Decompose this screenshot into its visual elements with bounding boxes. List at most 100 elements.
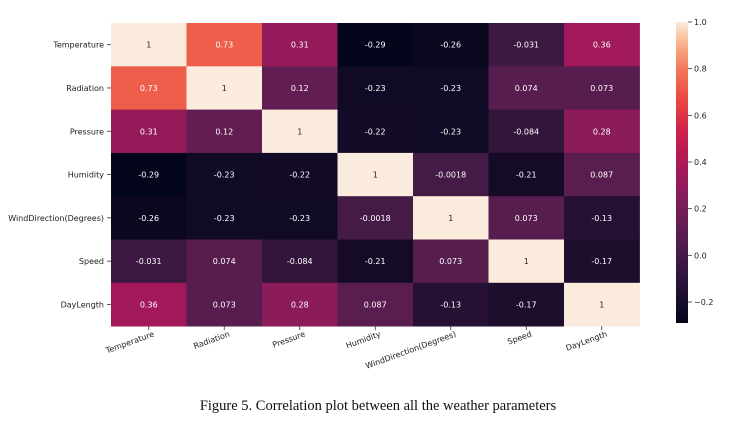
heatmap-cell bbox=[111, 196, 187, 240]
heatmap-cell bbox=[262, 152, 338, 197]
cell-annotation: 0.073 bbox=[590, 84, 613, 93]
heatmap-cell bbox=[413, 282, 489, 327]
cell-annotation: -0.031 bbox=[513, 41, 539, 50]
cell-annotation: 0.28 bbox=[291, 300, 309, 309]
heatmap-cell bbox=[262, 23, 338, 67]
heatmap-cell bbox=[262, 239, 338, 284]
cell-annotation: -0.21 bbox=[365, 257, 386, 266]
cell-annotation: -0.13 bbox=[440, 300, 461, 309]
cell-annotation: 1 bbox=[599, 300, 604, 309]
cell-annotation: 0.074 bbox=[213, 257, 236, 266]
heatmap-cell bbox=[111, 109, 187, 154]
cell-annotation: 0.087 bbox=[590, 171, 613, 180]
heatmap-cell bbox=[413, 109, 489, 154]
heatmap-cell bbox=[337, 23, 414, 67]
heatmap-cell bbox=[337, 196, 414, 240]
heatmap-cell bbox=[564, 23, 640, 67]
cell-annotation: 0.73 bbox=[215, 41, 233, 50]
heatmap-cell bbox=[186, 239, 263, 284]
heatmap-cell bbox=[413, 66, 489, 110]
heatmap-cell bbox=[488, 196, 565, 240]
heatmap-cell bbox=[111, 23, 187, 67]
x-tick-label: Speed bbox=[506, 330, 533, 347]
heatmap-cell bbox=[564, 239, 640, 284]
cell-annotation: -0.22 bbox=[289, 171, 310, 180]
y-tick-label: Pressure bbox=[70, 127, 104, 136]
heatmap-cell bbox=[564, 109, 640, 154]
heatmap-cell bbox=[564, 152, 640, 197]
heatmap-cell bbox=[488, 282, 565, 327]
y-tick-labels: Temperature Radiation Pressure Humidity Wind… bbox=[8, 41, 111, 309]
cell-annotation: 1 bbox=[146, 41, 151, 50]
cell-annotation: 1 bbox=[448, 214, 453, 223]
colorbar-tick-label: 0.4 bbox=[694, 158, 707, 167]
heatmap-cell bbox=[337, 152, 414, 197]
heatmap-cell bbox=[262, 66, 338, 110]
colorbar-tick-label: 0.6 bbox=[694, 111, 707, 120]
cell-annotation: 1 bbox=[297, 127, 302, 136]
cell-annotation: -0.22 bbox=[365, 127, 386, 136]
cell-annotation: -0.29 bbox=[365, 41, 386, 50]
cell-annotation: 0.31 bbox=[291, 41, 309, 50]
heatmap-cell bbox=[111, 239, 187, 284]
correlation-heatmap: 1 0.73 0.31 -0.29 -0.26 -0.031 0.36 0.73 1 0.12 -0… bbox=[8, 18, 713, 371]
heatmap-cell bbox=[337, 109, 414, 154]
heatmap-cell bbox=[186, 66, 263, 110]
cell-annotation: -0.17 bbox=[591, 257, 612, 266]
heatmap-cell bbox=[262, 282, 338, 327]
heatmap-cell bbox=[488, 109, 565, 154]
figure-caption: Figure 5. Correlation plot between all t… bbox=[199, 398, 557, 414]
cell-annotation: 0.36 bbox=[593, 41, 611, 50]
y-tick-label: DayLength bbox=[61, 300, 104, 309]
heatmap-cell bbox=[337, 66, 414, 110]
cell-annotation: -0.23 bbox=[440, 127, 461, 136]
cell-annotation: -0.29 bbox=[138, 171, 159, 180]
cell-annotation: 0.36 bbox=[140, 300, 158, 309]
heatmap-cells: 1 0.73 0.31 -0.29 -0.26 -0.031 0.36 0.73 1 0.12 -0… bbox=[111, 23, 640, 327]
heatmap-cell bbox=[186, 152, 263, 197]
cell-annotation: -0.0018 bbox=[360, 214, 391, 223]
y-tick-label: Radiation bbox=[66, 84, 104, 93]
cell-annotation: -0.13 bbox=[591, 214, 612, 223]
cell-annotation: -0.17 bbox=[516, 300, 537, 309]
x-tick-label: Humidity bbox=[345, 329, 382, 350]
cell-annotation: 0.087 bbox=[364, 300, 387, 309]
heatmap-cell bbox=[413, 239, 489, 284]
y-tick-label: WindDirection(Degrees) bbox=[8, 214, 104, 223]
y-tick-label: Temperature bbox=[52, 41, 104, 50]
cell-annotation: 1 bbox=[373, 171, 378, 180]
cell-annotation: -0.21 bbox=[516, 171, 537, 180]
cell-annotation: 1 bbox=[222, 84, 227, 93]
cell-annotation: -0.23 bbox=[214, 171, 235, 180]
heatmap-cell bbox=[262, 109, 338, 154]
heatmap-cell bbox=[488, 23, 565, 67]
heatmap-cell bbox=[186, 196, 263, 240]
heatmap-cell bbox=[111, 66, 187, 110]
heatmap-cell bbox=[564, 66, 640, 110]
colorbar-tick-label: 0.0 bbox=[694, 251, 707, 260]
cell-annotation: 0.073 bbox=[213, 300, 236, 309]
heatmap-cell bbox=[111, 282, 187, 327]
x-tick-labels: Temperature Radiation Pressure HumidityWind… bbox=[104, 326, 608, 371]
cell-annotation: 0.12 bbox=[291, 84, 309, 93]
heatmap-cell bbox=[337, 239, 414, 284]
x-tick-label: Temperature bbox=[104, 329, 156, 355]
cell-annotation: -0.23 bbox=[365, 84, 386, 93]
heatmap-cell bbox=[413, 196, 489, 240]
heatmap-cell bbox=[488, 239, 565, 284]
heatmap-cell bbox=[488, 66, 565, 110]
heatmap-cell bbox=[564, 196, 640, 240]
colorbar: −0.2 0.0 0.2 0.4 0.6 0.8 1.0 bbox=[676, 18, 713, 323]
heatmap-cell bbox=[186, 109, 263, 154]
heatmap-cell bbox=[186, 282, 263, 327]
heatmap-cell bbox=[262, 196, 338, 240]
cell-annotation: -0.084 bbox=[287, 257, 313, 266]
colorbar-tick-label: 1.0 bbox=[694, 18, 707, 27]
cell-annotation: 0.73 bbox=[140, 84, 158, 93]
cell-annotation: -0.26 bbox=[440, 41, 461, 50]
cell-annotation: -0.23 bbox=[289, 214, 310, 223]
heatmap-cell bbox=[111, 152, 187, 197]
cell-annotation: 0.073 bbox=[439, 257, 462, 266]
cell-annotation: 0.31 bbox=[140, 127, 158, 136]
colorbar-gradient bbox=[676, 22, 688, 323]
